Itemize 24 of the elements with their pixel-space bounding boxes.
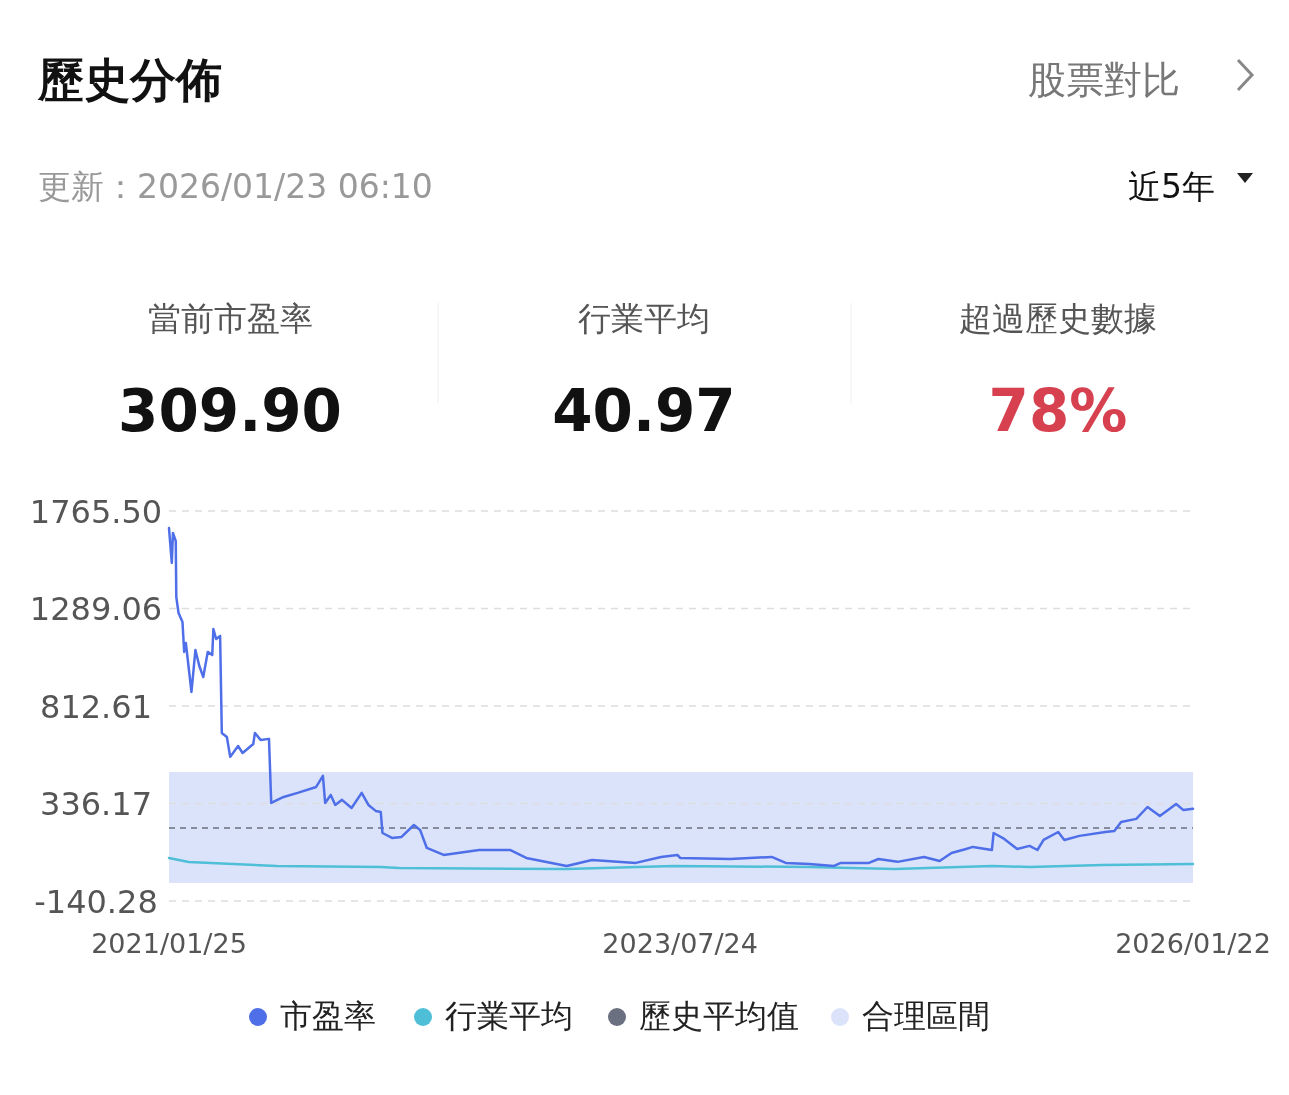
text: 超過歷史數據 [959, 299, 1157, 338]
chart-title: 歷史分佈 [37, 53, 222, 107]
y-tick-label: 812.61 [40, 688, 152, 726]
chart-subtitle: 更新：2026/01/23 06:10 [38, 167, 433, 206]
text: 309.90 [118, 377, 342, 445]
line-series [167, 526, 1195, 868]
x-tick-label: 2021/01/25 [91, 928, 247, 959]
legend-label: 合理區間 [862, 997, 990, 1035]
text: 股票對比 [1028, 58, 1180, 102]
legend-label: 歷史平均值 [639, 997, 799, 1035]
legend-label: 市盈率 [280, 997, 376, 1035]
line-series [167, 856, 1195, 871]
text: 40.97 [552, 377, 736, 445]
text: 行業平均 [578, 299, 710, 338]
y-tick-label: 1289.06 [29, 590, 163, 629]
y-tick-label: 336.17 [40, 785, 152, 824]
x-tick-label: 2023/07/24 [602, 928, 758, 959]
x-tick-label: 2026/01/22 [1115, 928, 1271, 959]
text: 近5年 [1128, 167, 1215, 206]
y-tick-label: 1765.50 [29, 493, 163, 531]
text: 當前市盈率 [147, 299, 313, 338]
legend-label: 行業平均 [445, 997, 573, 1035]
text: 78% [988, 377, 1128, 445]
y-tick-label: -140.28 [34, 883, 158, 921]
